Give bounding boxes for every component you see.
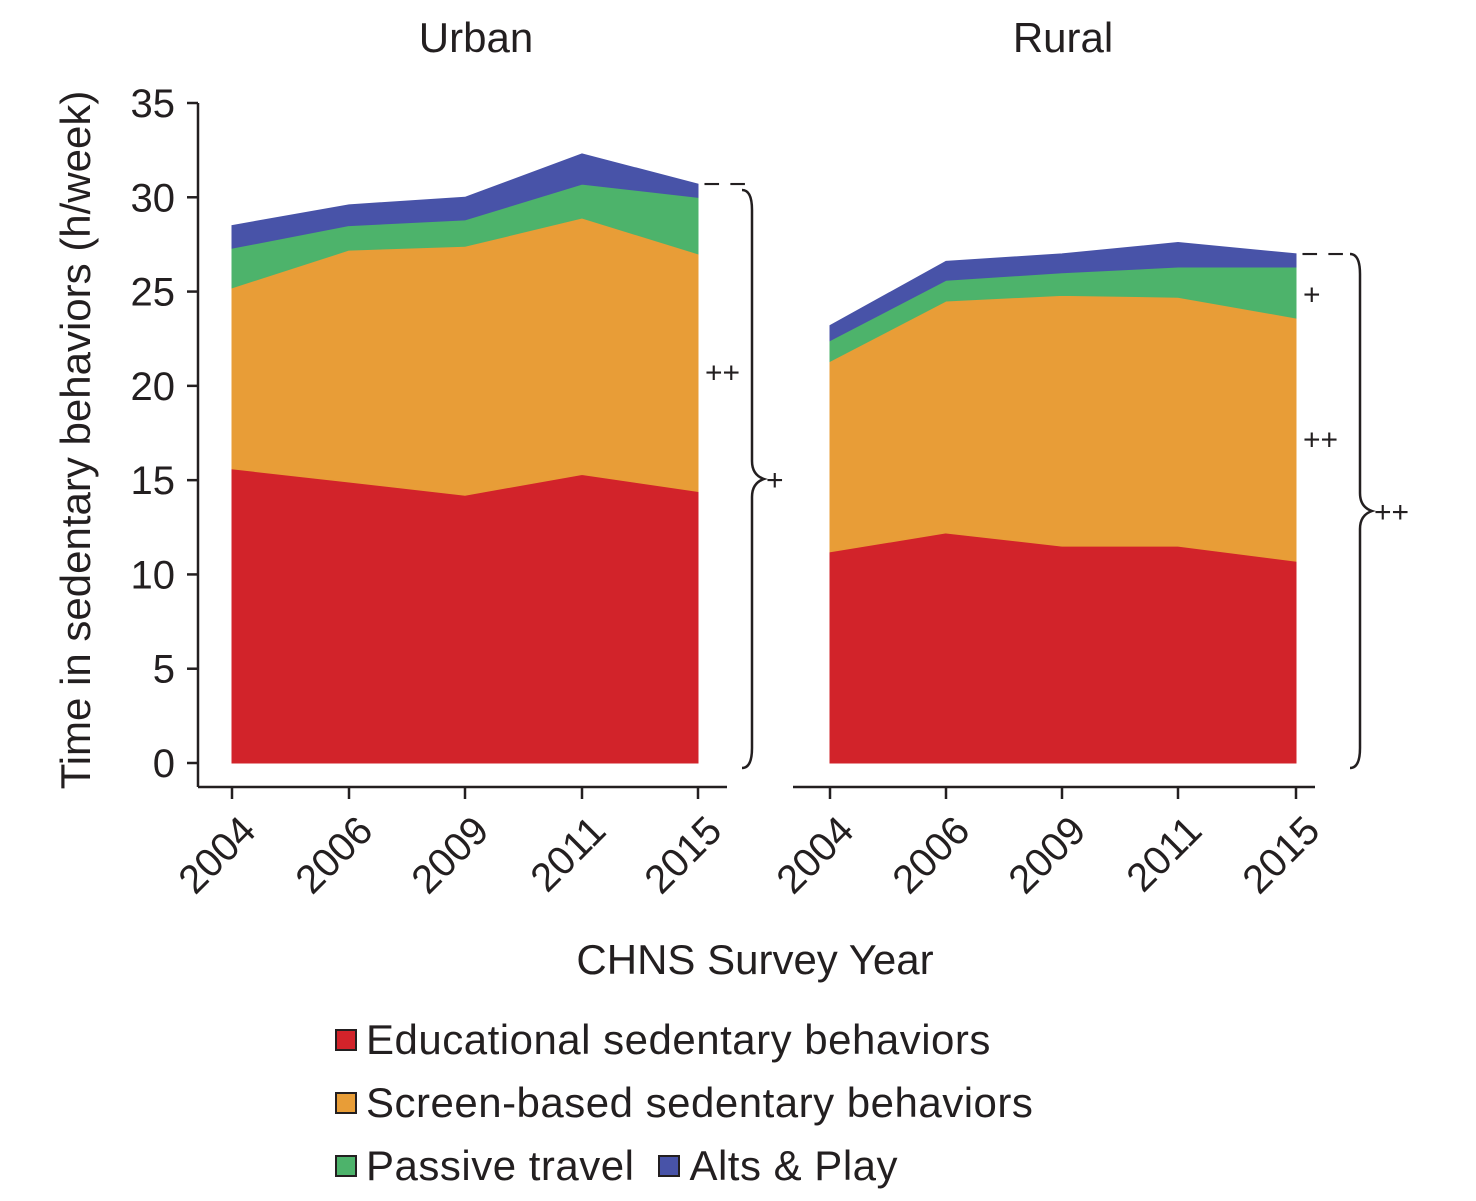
urban-x-tick-label-2004: 2004: [170, 808, 264, 902]
urban-x-tick-label-2009: 2009: [403, 808, 497, 902]
y-tick-label-20: 20: [131, 365, 176, 409]
rural-annot-passive: +: [1303, 279, 1321, 312]
legend-item-passive: Passive travel: [335, 1142, 634, 1190]
legend-swatch-screen: [335, 1091, 357, 1114]
rural-area-screen-based-sedentary-behaviors: [829, 294, 1297, 562]
urban-panel-title: Urban: [419, 14, 533, 61]
urban-annot-alts-play: − −: [703, 168, 746, 201]
legend-row-3: Passive travel Alts & Play: [335, 1134, 1057, 1197]
legend-swatch-passive: [335, 1154, 357, 1177]
legend-row-2: Screen-based sedentary behaviors: [335, 1071, 1057, 1134]
y-tick-label-30: 30: [131, 176, 176, 220]
y-tick-label-35: 35: [131, 82, 176, 126]
urban-x-tick-label-2011: 2011: [522, 808, 614, 900]
urban-annot-screen: ++: [705, 357, 740, 390]
rural-x-tick-label-2009: 2009: [1000, 808, 1094, 902]
rural-area-educational-sedentary-behaviors: [829, 532, 1297, 764]
legend-label-passive: Passive travel: [366, 1141, 635, 1189]
rural-total-bracket: [1349, 252, 1376, 770]
x-axis-title: CHNS Survey Year: [576, 936, 933, 983]
rural-panel-title: Rural: [1013, 14, 1113, 61]
legend-swatch-alts-play: [658, 1154, 681, 1177]
urban-area-educational-sedentary-behaviors: [231, 468, 699, 764]
y-axis: 0 5 10 15 20 25 30 35: [131, 82, 200, 787]
legend-label-educational: Educational sedentary behaviors: [366, 1015, 991, 1063]
rural-x-tick-label-2011: 2011: [1118, 808, 1210, 900]
urban-x-tick-label-2006: 2006: [287, 808, 381, 902]
legend: Educational sedentary behaviors Screen-b…: [335, 1008, 1057, 1197]
y-tick-label-5: 5: [153, 648, 175, 692]
rural-annot-alts-play: − −: [1301, 238, 1344, 271]
y-tick-label-10: 10: [131, 553, 176, 597]
legend-label-screen: Screen-based sedentary behaviors: [366, 1078, 1034, 1126]
y-tick-label-25: 25: [131, 271, 176, 315]
legend-item-educational: Educational sedentary behaviors: [335, 1016, 991, 1064]
rural-x-tick-label-2004: 2004: [768, 808, 862, 902]
urban-total-bracket: [741, 188, 768, 770]
rural-annot-total: ++: [1374, 496, 1409, 529]
rural-x-tick-label-2006: 2006: [884, 808, 978, 902]
legend-row-1: Educational sedentary behaviors: [335, 1008, 1057, 1071]
legend-swatch-educational: [335, 1028, 357, 1051]
y-tick-label-0: 0: [153, 742, 175, 786]
legend-label-alts-play: Alts & Play: [689, 1141, 899, 1189]
urban-x-tick-label-2015: 2015: [636, 808, 730, 902]
urban-area-alts-and-play: [231, 153, 699, 249]
y-axis-title: Time in sedentary behaviors (h/week): [52, 91, 99, 790]
rural-area-alts-and-play: [829, 242, 1297, 342]
urban-annot-total: +: [766, 464, 784, 497]
rural-x-tick-label-2015: 2015: [1234, 808, 1328, 902]
legend-item-screen: Screen-based sedentary behaviors: [335, 1079, 1033, 1127]
legend-item-alts-play: Alts & Play: [658, 1142, 898, 1190]
rural-annot-screen: ++: [1303, 424, 1338, 457]
y-tick-label-15: 15: [131, 459, 176, 503]
